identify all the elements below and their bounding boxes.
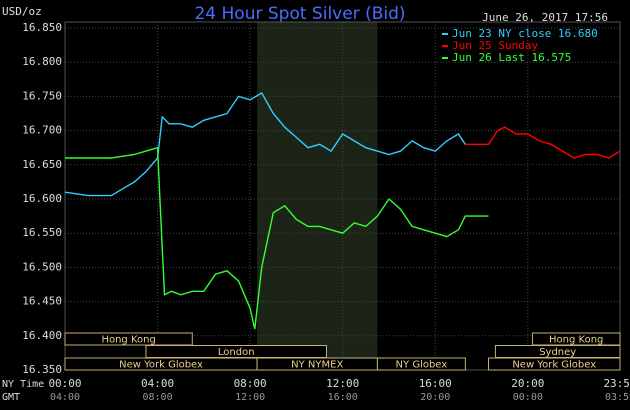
session-label: New York Globex xyxy=(512,360,596,371)
session-label: NY NYMEX xyxy=(291,360,343,371)
line xyxy=(64,92,466,197)
gmt-tick-label: 08:00 xyxy=(143,392,173,403)
session-label: London xyxy=(218,347,255,358)
gmt-tick-label: 12:00 xyxy=(235,392,265,403)
legend-label: Jun 23 NY close 16.680 xyxy=(452,27,598,40)
x-row-label: NY Time xyxy=(2,379,44,390)
x-tick-label: 04:00 xyxy=(141,377,174,390)
gmt-tick-label: 16:00 xyxy=(328,392,358,403)
y-tick-label: 16.400 xyxy=(22,329,62,342)
x-tick-label: 00:00 xyxy=(48,377,81,390)
chart-title: 24 Hour Spot Silver (Bid) xyxy=(194,4,405,24)
y-tick-label: 16.350 xyxy=(22,363,62,376)
y-axis-label: USD/oz xyxy=(2,5,42,18)
session-label: Hong Kong xyxy=(101,335,155,346)
session-bar xyxy=(64,332,193,346)
x-tick-label: 12:00 xyxy=(326,377,359,390)
session-bar xyxy=(376,357,466,371)
y-tick-label: 16.750 xyxy=(22,89,62,102)
legend-label: Jun 25 Sunday xyxy=(452,39,538,52)
timestamp: June 26, 2017 17:56 xyxy=(482,11,608,24)
gmt-tick-label: 00:00 xyxy=(513,392,543,403)
gmt-tick-label: 20:00 xyxy=(420,392,450,403)
x-tick-label: 23:59 xyxy=(603,377,630,390)
x-row-label: GMT xyxy=(2,392,20,403)
y-tick-label: 16.700 xyxy=(22,124,62,137)
x-tick-label: 16:00 xyxy=(419,377,452,390)
gmt-tick-label: 03:59 xyxy=(605,392,630,403)
x-tick-label: 20:00 xyxy=(511,377,544,390)
line xyxy=(465,126,621,159)
x-tick-label: 08:00 xyxy=(234,377,267,390)
legend-label: Jun 26 Last 16.575 xyxy=(452,51,571,64)
session-label: New York Globex xyxy=(119,360,203,371)
y-tick-label: 16.450 xyxy=(22,295,62,308)
y-tick-label: 16.500 xyxy=(22,260,62,273)
line xyxy=(65,146,489,330)
y-tick-label: 16.550 xyxy=(22,226,62,239)
session-bar xyxy=(487,357,621,371)
y-tick-label: 16.800 xyxy=(22,55,62,68)
session-label: NY Globex xyxy=(396,360,448,371)
y-tick-label: 16.850 xyxy=(22,21,62,34)
session-shade xyxy=(257,22,378,370)
y-tick-label: 16.650 xyxy=(22,158,62,171)
session-label: Sydney xyxy=(539,347,576,358)
y-tick-label: 16.600 xyxy=(22,192,62,205)
gmt-tick-label: 04:00 xyxy=(50,392,80,403)
session-label: Hong Kong xyxy=(549,335,603,346)
